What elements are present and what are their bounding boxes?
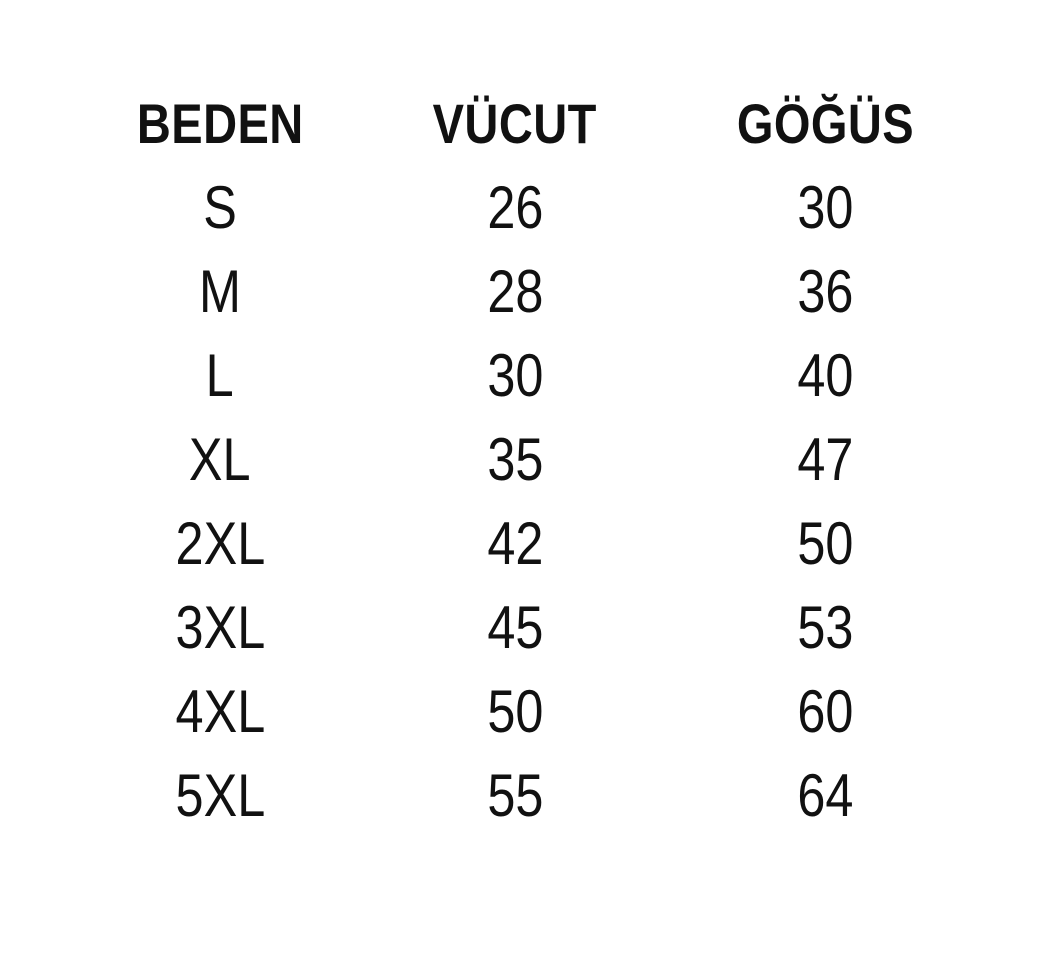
cell-body-value: 42 [486, 510, 544, 577]
cell-size: S [90, 166, 350, 250]
header-size-label: BEDEN [136, 92, 304, 155]
cell-body-value: 26 [486, 174, 544, 241]
cell-body: 28 [350, 250, 680, 334]
cell-chest-value: 40 [796, 342, 854, 409]
cell-body: 50 [350, 670, 680, 754]
cell-body: 55 [350, 754, 680, 838]
cell-body: 45 [350, 586, 680, 670]
cell-body: 30 [350, 334, 680, 418]
header-body-label: VÜCUT [432, 92, 598, 155]
cell-chest: 50 [680, 502, 970, 586]
header-size: BEDEN [90, 82, 350, 166]
cell-body-value: 30 [486, 342, 544, 409]
cell-size-value: 3XL [175, 594, 265, 661]
cell-size-value: XL [189, 426, 251, 493]
cell-size-value: 4XL [175, 678, 265, 745]
cell-size-value: 5XL [175, 762, 265, 829]
cell-size: 4XL [90, 670, 350, 754]
cell-chest: 30 [680, 166, 970, 250]
cell-size: L [90, 334, 350, 418]
cell-body: 35 [350, 418, 680, 502]
cell-chest-value: 47 [796, 426, 854, 493]
header-chest: GÖĞÜS [680, 82, 970, 166]
cell-size: M [90, 250, 350, 334]
cell-body-value: 35 [486, 426, 544, 493]
cell-chest: 64 [680, 754, 970, 838]
cell-chest: 36 [680, 250, 970, 334]
cell-body-value: 28 [486, 258, 544, 325]
cell-body-value: 45 [486, 594, 544, 661]
header-body: VÜCUT [350, 82, 680, 166]
cell-body: 26 [350, 166, 680, 250]
cell-chest: 53 [680, 586, 970, 670]
cell-size: XL [90, 418, 350, 502]
cell-body: 42 [350, 502, 680, 586]
cell-size-value: 2XL [175, 510, 265, 577]
cell-body-value: 55 [486, 762, 544, 829]
cell-chest: 47 [680, 418, 970, 502]
header-chest-label: GÖĞÜS [736, 92, 914, 155]
cell-chest-value: 64 [796, 762, 854, 829]
cell-size: 5XL [90, 754, 350, 838]
cell-size: 2XL [90, 502, 350, 586]
cell-chest: 40 [680, 334, 970, 418]
cell-body-value: 50 [486, 678, 544, 745]
cell-chest: 60 [680, 670, 970, 754]
size-chart-table: BEDEN VÜCUT GÖĞÜS S 26 30 M 28 36 L 30 4… [90, 82, 970, 838]
cell-chest-value: 53 [796, 594, 854, 661]
cell-chest-value: 50 [796, 510, 854, 577]
cell-chest-value: 60 [796, 678, 854, 745]
cell-chest-value: 36 [796, 258, 854, 325]
cell-size: 3XL [90, 586, 350, 670]
cell-size-value: M [198, 258, 241, 325]
cell-size-value: L [205, 342, 235, 409]
cell-size-value: S [203, 174, 237, 241]
cell-chest-value: 30 [796, 174, 854, 241]
